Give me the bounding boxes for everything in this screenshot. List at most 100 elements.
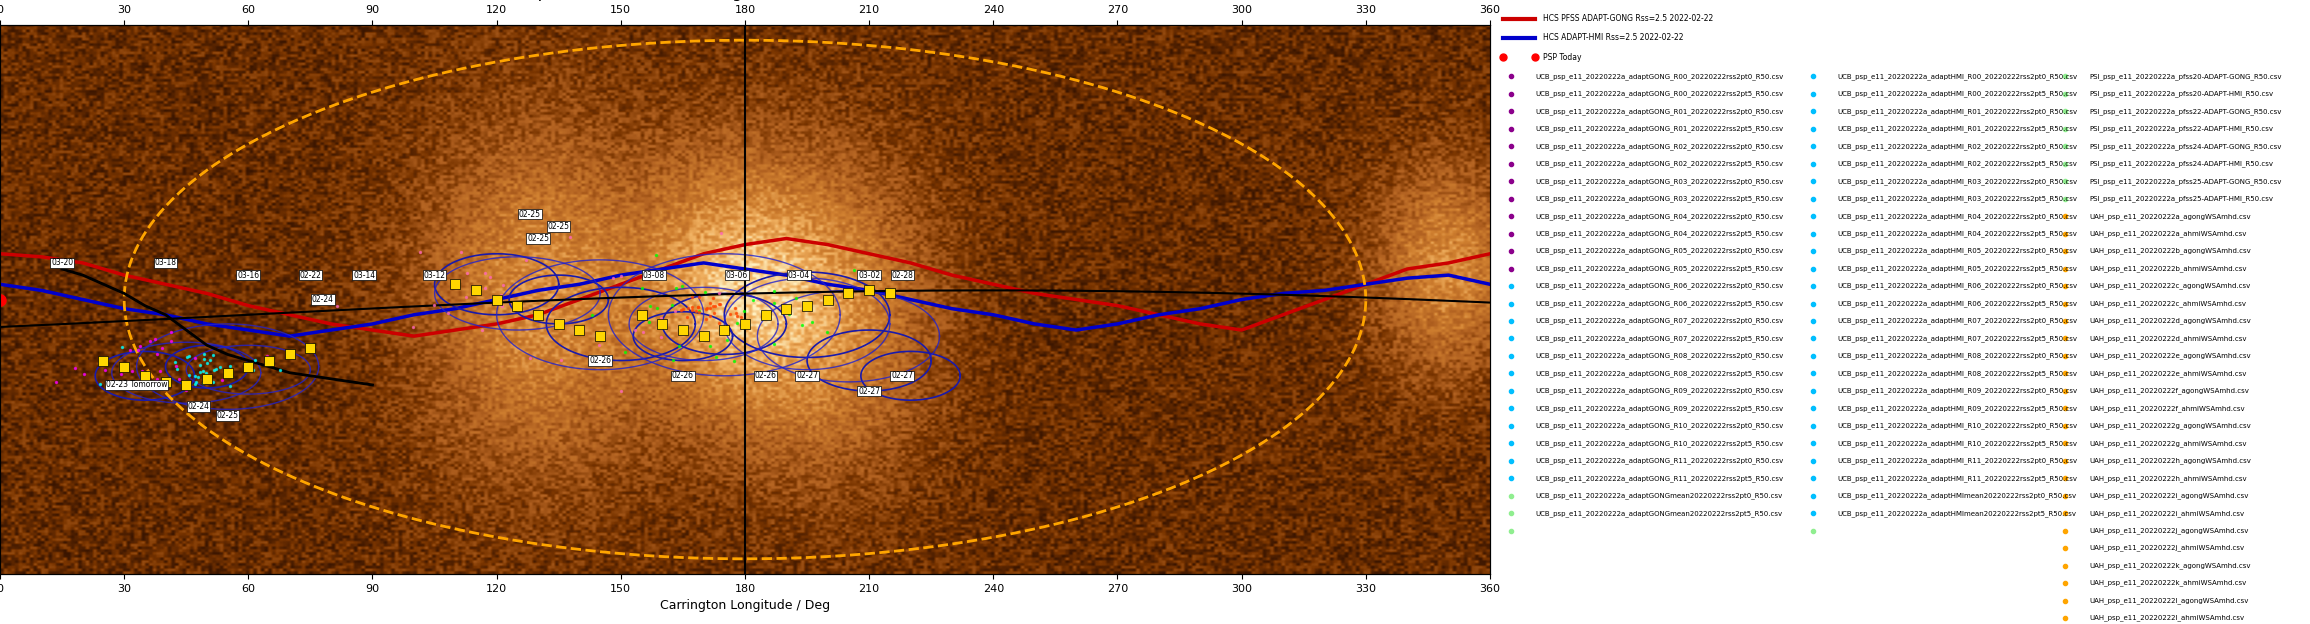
Text: UCB_psp_e11_20220222a_adaptHMI_R01_20220222rss2pt0_R50.csv: UCB_psp_e11_20220222a_adaptHMI_R01_20220… — [1836, 108, 2077, 115]
Point — [795, 318, 832, 328]
Text: UCB_psp_e11_20220222a_adaptGONG_R08_20220222rss2pt5_R50.csv: UCB_psp_e11_20220222a_adaptGONG_R08_2022… — [1536, 370, 1783, 377]
Point — [688, 305, 725, 314]
Point — [194, 350, 231, 360]
Point — [836, 265, 873, 275]
Text: UCB_psp_e11_20220222a_adaptHMI_R01_20220222rss2pt5_R50.csv: UCB_psp_e11_20220222a_adaptHMI_R01_20220… — [1836, 125, 2077, 132]
Text: UCB_psp_e11_20220222a_adaptHMI_R03_20220222rss2pt5_R50.csv: UCB_psp_e11_20220222a_adaptHMI_R03_20220… — [1836, 195, 2077, 202]
Text: UAH_psp_e11_20220222e_agongWSAmhd.csv: UAH_psp_e11_20220222e_agongWSAmhd.csv — [2091, 353, 2252, 359]
Point — [642, 313, 679, 323]
Point — [695, 293, 732, 303]
Text: UAH_psp_e11_20220222i_ahmiWSAmhd.csv: UAH_psp_e11_20220222i_ahmiWSAmhd.csv — [2091, 510, 2245, 517]
Point — [182, 367, 219, 377]
Text: UCB_psp_e11_20220222a_adaptHMI_R06_20220222rss2pt0_R50.csv: UCB_psp_e11_20220222a_adaptHMI_R06_20220… — [1836, 283, 2077, 290]
Point — [638, 250, 675, 260]
Point — [716, 308, 753, 318]
Point — [679, 303, 716, 313]
Text: UCB_psp_e11_20220222a_adaptHMI_R10_20220222rss2pt5_R50.csv: UCB_psp_e11_20220222a_adaptHMI_R10_20220… — [1836, 440, 2077, 447]
Point — [192, 354, 229, 364]
Point — [755, 339, 792, 349]
Point — [171, 370, 208, 380]
Point — [37, 377, 74, 387]
Text: UCB_psp_e11_20220222a_adaptGONG_R10_20220222rss2pt5_R50.csv: UCB_psp_e11_20220222a_adaptGONG_R10_2022… — [1536, 440, 1783, 447]
Point — [180, 372, 217, 382]
Text: UAH_psp_e11_20220222l_ahmiWSAmhd.csv: UAH_psp_e11_20220222l_ahmiWSAmhd.csv — [2091, 615, 2245, 622]
Text: UCB_psp_e11_20220222a_adaptGONG_R05_20220222rss2pt5_R50.csv: UCB_psp_e11_20220222a_adaptGONG_R05_2022… — [1536, 265, 1783, 272]
Point — [171, 351, 208, 361]
Point — [395, 322, 432, 332]
Point — [663, 305, 700, 315]
Point — [319, 301, 356, 311]
Text: UAH_psp_e11_20220222f_ahmiWSAmhd.csv: UAH_psp_e11_20220222f_ahmiWSAmhd.csv — [2091, 405, 2245, 412]
Point — [603, 271, 640, 281]
Text: UCB_psp_e11_20220222a_adaptGONGmean20220222rss2pt5_R50.csv: UCB_psp_e11_20220222a_adaptGONGmean20220… — [1536, 510, 1783, 517]
Text: UCB_psp_e11_20220222a_adaptGONG_R00_20220222rss2pt5_R50.csv: UCB_psp_e11_20220222a_adaptGONG_R00_2022… — [1536, 90, 1783, 97]
Text: UCB_psp_e11_20220222a_adaptHMI_R08_20220222rss2pt5_R50.csv: UCB_psp_e11_20220222a_adaptHMI_R08_20220… — [1836, 370, 2077, 377]
Point — [691, 341, 728, 351]
Point — [261, 364, 298, 374]
Point — [624, 328, 661, 338]
Text: UCB_psp_e11_20220222a_adaptHMI_R09_20220222rss2pt5_R50.csv: UCB_psp_e11_20220222a_adaptHMI_R09_20220… — [1836, 405, 2077, 412]
Point — [594, 273, 631, 283]
Point — [127, 372, 164, 382]
Point — [139, 349, 176, 359]
Text: UCB_psp_e11_20220222a_adaptGONG_R08_20220222rss2pt0_R50.csv: UCB_psp_e11_20220222a_adaptGONG_R08_2022… — [1536, 353, 1783, 359]
Text: UAH_psp_e11_20220222l_agongWSAmhd.csv: UAH_psp_e11_20220222l_agongWSAmhd.csv — [2091, 597, 2250, 604]
Text: 02-25: 02-25 — [217, 411, 238, 420]
Point — [185, 354, 222, 364]
Point — [122, 366, 159, 376]
Point — [111, 345, 148, 355]
Point — [201, 361, 238, 371]
Point — [85, 365, 122, 375]
Text: 02-22: 02-22 — [300, 271, 321, 280]
Point — [718, 311, 755, 321]
Text: 03-20: 03-20 — [51, 258, 74, 268]
Point — [169, 353, 206, 363]
Text: UAH_psp_e11_20220222j_agongWSAmhd.csv: UAH_psp_e11_20220222j_agongWSAmhd.csv — [2091, 527, 2250, 534]
Point — [691, 298, 728, 308]
Text: 03-04: 03-04 — [788, 271, 811, 280]
Text: UCB_psp_e11_20220222a_adaptGONG_R07_20220222rss2pt0_R50.csv: UCB_psp_e11_20220222a_adaptGONG_R07_2022… — [1536, 318, 1783, 324]
Text: PSI_psp_e11_20220222a_pfss22-ADAPT-GONG_R50.csv: PSI_psp_e11_20220222a_pfss22-ADAPT-GONG_… — [2091, 108, 2282, 115]
Point — [143, 343, 180, 353]
Text: UCB_psp_e11_20220222a_adaptGONG_R06_20220222rss2pt5_R50.csv: UCB_psp_e11_20220222a_adaptGONG_R06_2022… — [1536, 300, 1783, 307]
Point — [402, 247, 439, 257]
Text: PSI_psp_e11_20220222a_pfss25-ADAPT-GONG_R50.csv: PSI_psp_e11_20220222a_pfss25-ADAPT-GONG_… — [2091, 178, 2282, 185]
Point — [679, 302, 716, 312]
Point — [631, 318, 668, 328]
Text: UCB_psp_e11_20220222a_adaptGONGmean20220222rss2pt0_R50.csv: UCB_psp_e11_20220222a_adaptGONGmean20220… — [1536, 492, 1783, 499]
Point — [580, 340, 617, 350]
Point — [552, 232, 589, 242]
Point — [624, 283, 661, 293]
Text: 02-27: 02-27 — [892, 371, 912, 380]
Point — [656, 306, 693, 316]
Text: UCB_psp_e11_20220222a_adaptGONG_R01_20220222rss2pt0_R50.csv: UCB_psp_e11_20220222a_adaptGONG_R01_2022… — [1536, 108, 1783, 115]
Point — [725, 306, 762, 316]
Point — [681, 293, 718, 303]
Point — [194, 377, 231, 387]
Text: UCB_psp_e11_20220222a_adaptHMI_R09_20220222rss2pt0_R50.csv: UCB_psp_e11_20220222a_adaptHMI_R09_20220… — [1836, 388, 2077, 394]
Point — [166, 385, 203, 395]
Point — [702, 228, 739, 238]
Text: 03-02: 03-02 — [857, 271, 880, 280]
Text: UCB_psp_e11_20220222a_adaptGONG_R11_20220222rss2pt5_R50.csv: UCB_psp_e11_20220222a_adaptGONG_R11_2022… — [1536, 475, 1783, 482]
Point — [157, 364, 194, 374]
Point — [483, 290, 520, 300]
Point — [122, 341, 159, 351]
Point — [187, 368, 224, 378]
Text: UCB_psp_e11_20220222a_adaptHMI_R11_20220222rss2pt5_R50.csv: UCB_psp_e11_20220222a_adaptHMI_R11_20220… — [1836, 475, 2077, 482]
Point — [691, 311, 728, 321]
Point — [631, 301, 668, 311]
Text: UCB_psp_e11_20220222a_adaptHMI_R00_20220222rss2pt0_R50.csv: UCB_psp_e11_20220222a_adaptHMI_R00_20220… — [1836, 73, 2077, 80]
Text: UAH_psp_e11_20220222c_agongWSAmhd.csv: UAH_psp_e11_20220222c_agongWSAmhd.csv — [2091, 283, 2250, 290]
Point — [617, 325, 654, 335]
Point — [185, 378, 222, 388]
Text: UAH_psp_e11_20220222a_ahmiWSAmhd.csv: UAH_psp_e11_20220222a_ahmiWSAmhd.csv — [2091, 230, 2248, 237]
Text: PSI_psp_e11_20220222a_pfss20-ADAPT-GONG_R50.csv: PSI_psp_e11_20220222a_pfss20-ADAPT-GONG_… — [2091, 73, 2282, 80]
Point — [441, 248, 478, 258]
Point — [700, 299, 737, 309]
Text: 02-26: 02-26 — [755, 371, 776, 380]
Text: UAH_psp_e11_20220222a_agongWSAmhd.csv: UAH_psp_e11_20220222a_agongWSAmhd.csv — [2091, 213, 2252, 220]
Point — [176, 371, 213, 381]
Text: 03-12: 03-12 — [423, 271, 446, 280]
Text: UAH_psp_e11_20220222i_agongWSAmhd.csv: UAH_psp_e11_20220222i_agongWSAmhd.csv — [2091, 492, 2250, 499]
